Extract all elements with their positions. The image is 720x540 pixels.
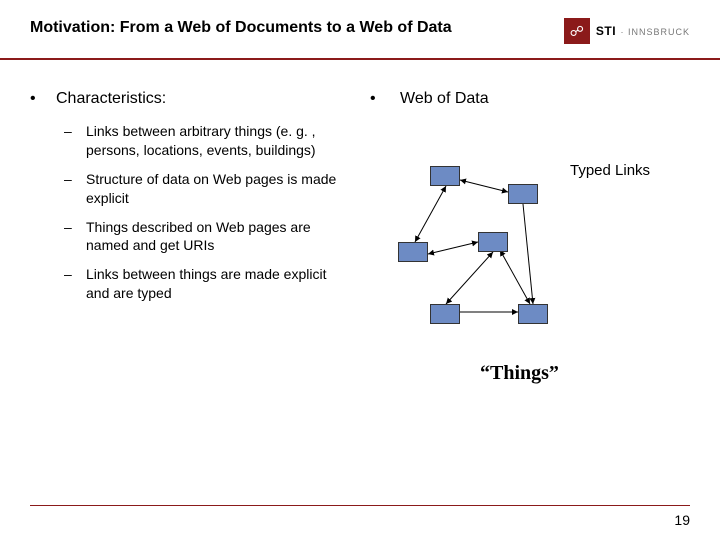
characteristics-heading: • Characteristics:	[30, 90, 350, 108]
dash-icon: –	[64, 265, 76, 303]
footer-divider	[30, 505, 690, 506]
list-item: –Links between things are made explicit …	[64, 265, 350, 303]
list-item-text: Links between things are made explicit a…	[86, 265, 350, 303]
typed-link-edge	[523, 204, 533, 304]
typed-link-edge	[428, 242, 478, 254]
list-item-text: Links between arbitrary things (e. g. , …	[86, 122, 350, 160]
diagram: Typed Links “Things”	[370, 122, 670, 372]
bullet-sym: •	[30, 90, 44, 108]
list-item: –Links between arbitrary things (e. g. ,…	[64, 122, 350, 160]
dash-icon: –	[64, 218, 76, 256]
web-of-data-heading: • Web of Data	[370, 90, 690, 108]
logo-main: STI	[596, 24, 616, 38]
header: Motivation: From a Web of Documents to a…	[0, 0, 720, 52]
content: • Characteristics: –Links between arbitr…	[0, 60, 720, 372]
typed-link-edge	[446, 252, 493, 304]
things-label: “Things”	[480, 362, 559, 385]
footer: www.sti-innsbruck.at 19	[0, 505, 720, 540]
thing-node	[430, 304, 460, 324]
logo: ☍ STI · INNSBRUCK	[564, 18, 690, 44]
dash-icon: –	[64, 170, 76, 208]
page-number: 19	[30, 512, 690, 528]
bullet-sym: •	[370, 90, 384, 108]
characteristics-label: Characteristics:	[56, 90, 166, 108]
page-title: Motivation: From a Web of Documents to a…	[30, 18, 452, 39]
logo-sub: · INNSBRUCK	[620, 27, 690, 37]
left-column: • Characteristics: –Links between arbitr…	[30, 90, 350, 372]
typed-link-edge	[500, 250, 530, 304]
list-item: –Structure of data on Web pages is made …	[64, 170, 350, 208]
list-item: –Things described on Web pages are named…	[64, 218, 350, 256]
characteristics-list: –Links between arbitrary things (e. g. ,…	[30, 122, 350, 303]
thing-node	[518, 304, 548, 324]
logo-text: STI · INNSBRUCK	[596, 22, 690, 40]
web-of-data-label: Web of Data	[400, 90, 489, 108]
typed-links-label: Typed Links	[570, 162, 650, 179]
typed-link-edge	[415, 186, 446, 242]
list-item-text: Things described on Web pages are named …	[86, 218, 350, 256]
dash-icon: –	[64, 122, 76, 160]
thing-node	[508, 184, 538, 204]
typed-link-edge	[460, 180, 508, 192]
list-item-text: Structure of data on Web pages is made e…	[86, 170, 350, 208]
logo-icon: ☍	[564, 18, 590, 44]
thing-node	[398, 242, 428, 262]
right-column: • Web of Data Typed Links “Things”	[370, 90, 690, 372]
thing-node	[430, 166, 460, 186]
thing-node	[478, 232, 508, 252]
